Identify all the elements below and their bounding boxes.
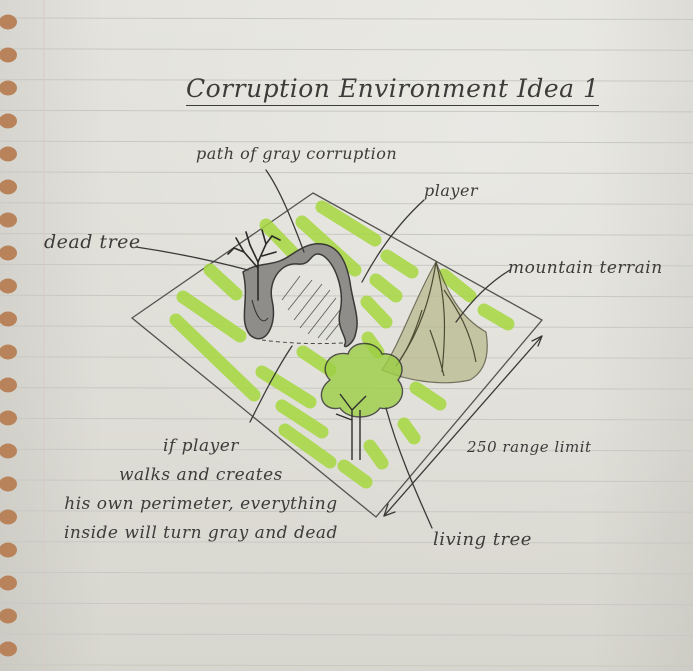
grass-stroke [380, 249, 419, 279]
leader-note [249, 345, 293, 423]
leader-mountain [455, 269, 511, 323]
label-living-tree: living tree [433, 529, 532, 550]
ruled-line [0, 48, 693, 51]
note-text: if player walks and creates his own peri… [64, 432, 338, 548]
binding-hole [0, 575, 17, 591]
leader-dead-tree [135, 246, 249, 271]
note-line: inside will turn gray and dead [64, 523, 338, 543]
ruled-line [0, 417, 693, 421]
grass-strokes [169, 200, 515, 489]
grass-stroke [363, 439, 389, 470]
corruption-shadow [251, 299, 269, 322]
ruled-line [0, 664, 693, 667]
grass-stroke [369, 273, 403, 303]
grass-stroke [477, 303, 515, 331]
range-arrowhead-bottom [383, 503, 396, 517]
dashed-perimeter [261, 339, 344, 345]
note-line: walks and creates [119, 465, 283, 485]
grass-stroke [255, 365, 317, 409]
gray-corruption-path [242, 243, 358, 348]
binding-hole [0, 608, 17, 624]
binding-hole [0, 542, 17, 558]
ruled-line [0, 448, 693, 452]
binding-hole [0, 47, 17, 63]
grass-stroke [360, 295, 393, 329]
living-tree-icon [320, 342, 404, 460]
ruled-line [0, 541, 693, 544]
grass-stroke [259, 218, 299, 259]
grass-stroke [176, 290, 247, 343]
leader-lines [135, 169, 543, 529]
binding-hole [0, 146, 17, 162]
label-dead-tree: dead tree [44, 231, 141, 253]
grass-stroke [169, 313, 261, 402]
binding-hole [0, 212, 17, 228]
note-line: his own perimeter, everything [64, 494, 338, 514]
label-path: path of gray corruption [196, 144, 398, 163]
binding-hole [0, 80, 17, 96]
grass-stroke [278, 423, 337, 469]
ruled-line [0, 109, 693, 113]
ruled-line [0, 140, 693, 144]
grass-stroke [203, 263, 243, 301]
grass-stroke [337, 459, 373, 489]
binding-hole [0, 179, 17, 195]
binding-hole [0, 377, 17, 393]
label-mountain: mountain terrain [508, 258, 663, 278]
binding-hole [0, 476, 17, 492]
ruled-line [0, 17, 693, 20]
binding-hole [0, 14, 17, 30]
leader-player [361, 199, 425, 283]
range-arrowhead-top [531, 335, 543, 347]
leader-path [265, 169, 305, 253]
label-player: player [424, 181, 479, 200]
ruled-line [0, 202, 693, 205]
binding-hole [0, 410, 17, 426]
label-range: 250 range limit [467, 438, 592, 456]
terrain-outline [130, 192, 544, 518]
grass-stroke [409, 381, 447, 411]
ruled-line [0, 571, 693, 575]
ruled-line [0, 171, 693, 174]
leader-living-tree [385, 407, 433, 529]
binding-hole [0, 113, 17, 129]
binding-hole [0, 641, 17, 657]
note-line: if player [163, 436, 239, 456]
grass-stroke [437, 268, 477, 303]
ruled-line [0, 79, 693, 82]
binding-hole [0, 245, 17, 261]
ruled-line [0, 233, 693, 236]
range-arrow [383, 335, 543, 517]
corruption-hatch [281, 275, 343, 341]
binding-hole [0, 311, 17, 327]
ruled-line [0, 633, 693, 636]
ruled-line [0, 602, 693, 606]
binding-hole [0, 278, 17, 294]
grass-stroke [397, 417, 421, 445]
grass-stroke [275, 399, 329, 439]
binding-hole [0, 509, 17, 525]
grass-stroke [315, 200, 382, 247]
mountain-terrain-icon [381, 260, 488, 384]
ruled-line [0, 479, 693, 482]
binding-hole [0, 344, 17, 360]
dead-tree-icon [227, 229, 281, 301]
binding-holes [0, 14, 17, 657]
binding-hole [0, 443, 17, 459]
ruled-line [0, 510, 693, 513]
page-title: Corruption Environment Idea 1 [186, 76, 600, 106]
